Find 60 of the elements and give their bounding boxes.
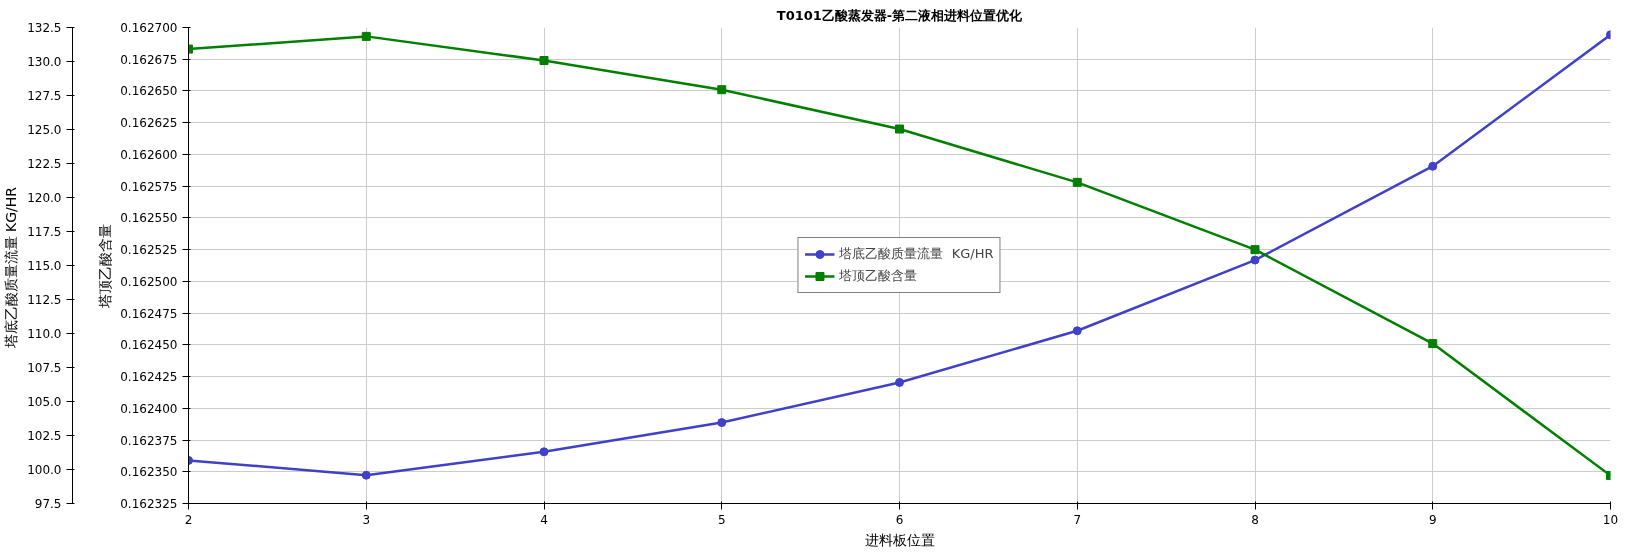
y-tick-label: 0.162675	[120, 52, 178, 67]
point	[895, 377, 904, 387]
y-tick-label: 0.162500	[120, 274, 178, 289]
y-tick-label: 0.162400	[120, 401, 178, 416]
legend-label: 塔底乙酸质量流量 KG/HR	[839, 245, 994, 263]
point	[1250, 255, 1260, 265]
x-tick-label: 8	[1251, 512, 1259, 527]
x-tick-label: 9	[1428, 512, 1437, 527]
legend-label: 塔顶乙酸含量	[839, 267, 918, 285]
y2-tick-label: 115.0	[27, 259, 62, 273]
y-tick-label: 0.162625	[120, 116, 178, 131]
y2-axis-title: 塔底乙酸质量流量 KG/HR	[3, 186, 20, 350]
y-tick-label: 0.162425	[120, 370, 178, 385]
y-tick-label: 0.162525	[120, 243, 178, 258]
y2-tick-label: 102.5	[27, 429, 62, 443]
y2-tick-label: 110.0	[27, 327, 62, 341]
point	[1072, 326, 1082, 336]
x-tick-label: 2	[184, 512, 193, 527]
point	[1072, 177, 1082, 187]
y2-tick-label: 97.5	[34, 497, 62, 511]
point	[1428, 339, 1438, 349]
y2-tick-label: 125.0	[27, 123, 62, 137]
y2-tick-label: 120.0	[27, 191, 62, 205]
x-tick-label: 6	[895, 512, 904, 527]
point	[361, 31, 371, 41]
x-tick-label: 4	[540, 512, 548, 527]
point	[1428, 161, 1438, 171]
y-tick-label: 0.162475	[120, 306, 178, 321]
y-tick-label: 0.162325	[120, 497, 178, 511]
y2-tick-label: 112.5	[27, 293, 62, 307]
chart-title: T0101乙酸蒸发器-第二液相进料位置优化	[776, 7, 1024, 23]
y-tick-label: 0.162350	[120, 465, 178, 480]
y-tick-label: 0.162575	[120, 179, 178, 194]
x-tick-label: 10	[1602, 512, 1619, 527]
point	[539, 56, 549, 65]
y-tick-label: 0.162550	[120, 211, 178, 226]
y2-tick-label: 107.5	[27, 361, 62, 375]
x-tick-label: 5	[717, 512, 726, 527]
y-tick-label: 0.162700	[120, 21, 178, 35]
x-tick-label: 7	[1073, 512, 1082, 527]
y2-tick-label: 100.0	[27, 463, 62, 477]
point	[717, 418, 727, 428]
y-tick-label: 0.162600	[120, 147, 178, 162]
y2-tick-label: 117.5	[27, 225, 62, 239]
y-axis-title: 塔顶乙酸含量	[97, 223, 114, 309]
y2-tick-label: 130.0	[27, 55, 62, 69]
y2-tick-label: 122.5	[27, 157, 62, 171]
point	[361, 470, 371, 480]
y2-tick-label: 132.5	[27, 21, 62, 35]
y-tick-label: 0.162450	[120, 338, 178, 353]
point	[1250, 245, 1260, 255]
point	[895, 124, 904, 134]
x-axis-title: 进料板位置	[864, 531, 935, 548]
point	[539, 447, 549, 457]
x-tick-label: 3	[362, 512, 371, 527]
y-tick-label: 0.162375	[120, 433, 178, 448]
y-tick-label: 0.162650	[120, 84, 178, 99]
point	[717, 85, 727, 95]
y2-tick-label: 127.5	[27, 89, 62, 103]
y2-tick-label: 105.0	[27, 395, 62, 409]
